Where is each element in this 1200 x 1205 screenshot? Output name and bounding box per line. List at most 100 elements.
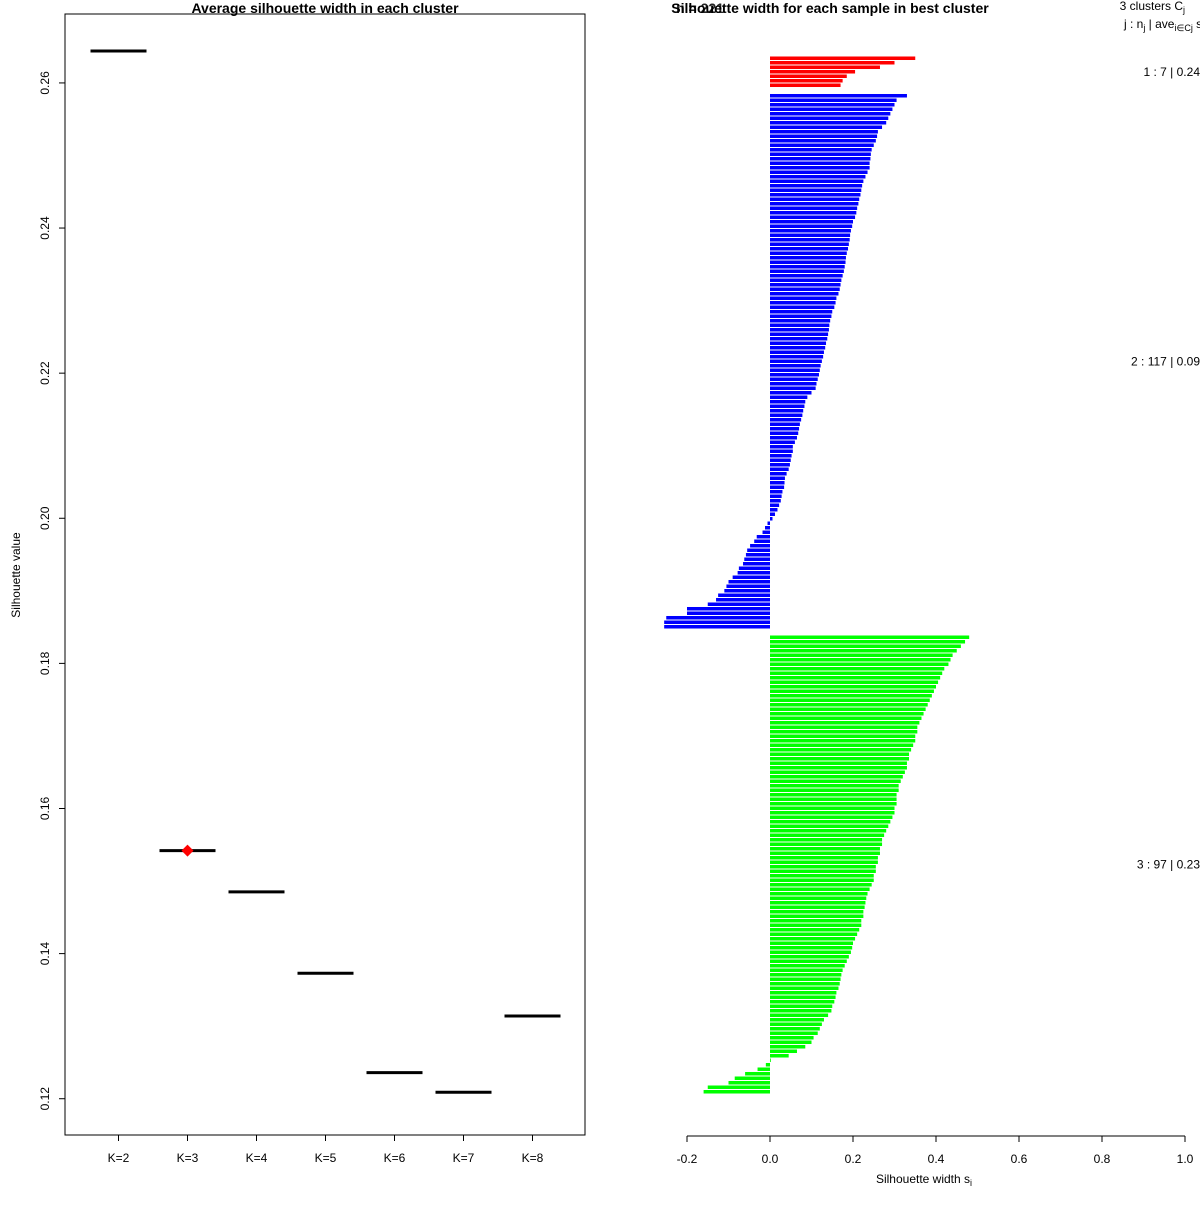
silhouette-bar-cluster-3	[770, 734, 915, 738]
silhouette-bar-cluster-3	[770, 644, 961, 648]
silhouette-bar-cluster-2	[770, 494, 782, 498]
silhouette-bar-cluster-2	[770, 152, 871, 156]
silhouette-bar-cluster-1	[770, 79, 843, 83]
left-marks	[91, 51, 561, 1092]
silhouette-bar-cluster-3	[770, 1027, 820, 1031]
cluster-label-3: 3 : 97 | 0.23	[1137, 858, 1200, 872]
silhouette-bar-cluster-3	[770, 707, 926, 711]
silhouette-bar-cluster-3	[770, 865, 876, 869]
silhouette-bar-cluster-3	[770, 955, 849, 959]
silhouette-bar-cluster-2	[770, 278, 841, 282]
silhouette-bar-cluster-3	[770, 986, 838, 990]
silhouette-bar-cluster-2	[770, 355, 823, 359]
silhouette-bar-cluster-2	[770, 463, 790, 467]
cluster-legend-header: 3 clusters Cj j : nj | avei∈Cj si	[1120, 0, 1200, 33]
silhouette-bar-cluster-2	[770, 404, 804, 408]
silhouette-bar-cluster-3	[770, 923, 861, 927]
left-x-tick-label: K=4	[246, 1151, 268, 1165]
silhouette-bar-cluster-2	[770, 422, 800, 426]
left-x-tick-label: K=8	[522, 1151, 544, 1165]
silhouette-bar-cluster-2	[770, 206, 857, 210]
silhouette-bar-cluster-2	[770, 382, 816, 386]
silhouette-bar-cluster-2	[747, 548, 770, 552]
silhouette-bar-cluster-2	[770, 134, 877, 138]
right-x-tick-label: 0.6	[1011, 1152, 1028, 1166]
silhouette-bar-cluster-3	[770, 982, 840, 986]
silhouette-bar-cluster-2	[770, 445, 793, 449]
right-chart-title: Silhouette width for each sample in best…	[671, 0, 989, 16]
silhouette-bar-cluster-2	[770, 454, 792, 458]
right-x-tick-label: 0.4	[928, 1152, 945, 1166]
silhouette-bar-cluster-2	[770, 157, 870, 161]
right-x-tick-label: 0.0	[762, 1152, 779, 1166]
silhouette-bar-cluster-3	[770, 806, 895, 810]
silhouette-bar-cluster-2	[770, 485, 784, 489]
silhouette-bar-cluster-3	[770, 752, 909, 756]
left-y-tick-label: 0.24	[38, 216, 52, 240]
silhouette-bar-cluster-3	[770, 703, 928, 707]
silhouette-bar-cluster-3	[770, 635, 969, 639]
silhouette-bar-cluster-3	[770, 689, 934, 693]
silhouette-bar-cluster-2	[770, 431, 798, 435]
silhouette-bar-cluster-3	[770, 1013, 828, 1017]
silhouette-bar-cluster-2	[708, 602, 770, 606]
silhouette-bar-cluster-3	[770, 694, 932, 698]
silhouette-bar-cluster-2	[770, 161, 870, 165]
silhouette-bar-cluster-2	[770, 449, 793, 453]
silhouette-bar-cluster-3	[770, 896, 866, 900]
silhouette-bar-cluster-2	[770, 418, 801, 422]
silhouette-bar-cluster-3	[770, 811, 895, 815]
silhouette-bar-cluster-2	[743, 562, 770, 566]
silhouette-bar-cluster-2	[770, 413, 802, 417]
silhouette-bar-cluster-3	[770, 968, 843, 972]
silhouette-bar-cluster-3	[770, 991, 836, 995]
silhouette-bar-cluster-2	[726, 584, 770, 588]
silhouette-bar-cluster-2	[687, 607, 770, 611]
silhouette-bar-cluster-3	[770, 667, 944, 671]
silhouette-bar-cluster-3	[770, 761, 907, 765]
silhouette-bar-cluster-2	[770, 107, 892, 111]
silhouette-bar-cluster-3	[729, 1081, 771, 1085]
silhouette-bar-cluster-3	[770, 775, 903, 779]
left-chart-title: Average silhouette width in each cluster	[191, 0, 459, 16]
left-y-tick-label: 0.16	[38, 796, 52, 820]
silhouette-bar-cluster-1	[770, 61, 895, 65]
left-y-tick-label: 0.14	[38, 942, 52, 966]
silhouette-bar-cluster-3	[770, 887, 870, 891]
silhouette-bar-cluster-2	[724, 589, 770, 593]
silhouette-bar-cluster-3	[770, 1018, 824, 1022]
silhouette-bar-cluster-3	[770, 919, 861, 923]
silhouette-bar-cluster-2	[770, 364, 821, 368]
silhouette-bar-cluster-2	[770, 283, 841, 287]
silhouette-bar-cluster-3	[770, 1031, 818, 1035]
silhouette-bar-cluster-2	[770, 337, 827, 341]
silhouette-bar-cluster-3	[770, 932, 857, 936]
silhouette-bar-cluster-3	[770, 833, 884, 837]
silhouette-bar-cluster-2	[770, 287, 840, 291]
right-x-tick-label: 0.8	[1094, 1152, 1111, 1166]
silhouette-bar-cluster-3	[770, 680, 938, 684]
legend-header-line2: j : nj | avei∈Cj si	[1123, 17, 1200, 33]
silhouette-bar-cluster-3	[770, 698, 930, 702]
silhouette-bar-cluster-2	[770, 436, 797, 440]
silhouette-bar-cluster-3	[745, 1072, 770, 1076]
silhouette-bar-cluster-2	[770, 305, 834, 309]
silhouette-bar-cluster-3	[770, 941, 853, 945]
silhouette-bar-cluster-2	[770, 233, 850, 237]
silhouette-bar-cluster-2	[770, 517, 772, 521]
legend-header-clusters-sub: j	[1182, 5, 1185, 15]
silhouette-bar-cluster-2	[770, 139, 876, 143]
silhouette-bar-cluster-2	[770, 427, 799, 431]
left-y-tick-label: 0.22	[38, 361, 52, 385]
silhouette-bar-cluster-2	[733, 575, 770, 579]
silhouette-bar-cluster-2	[770, 197, 859, 201]
left-x-tick-label: K=7	[453, 1151, 475, 1165]
silhouette-bar-cluster-3	[770, 640, 965, 644]
silhouette-bar-cluster-2	[770, 458, 791, 462]
best-k-marker	[182, 845, 194, 857]
silhouette-bar-cluster-2	[770, 274, 843, 278]
silhouette-bar-cluster-2	[770, 373, 819, 377]
silhouette-bar-cluster-2	[770, 350, 824, 354]
silhouette-bar-cluster-2	[770, 238, 850, 242]
